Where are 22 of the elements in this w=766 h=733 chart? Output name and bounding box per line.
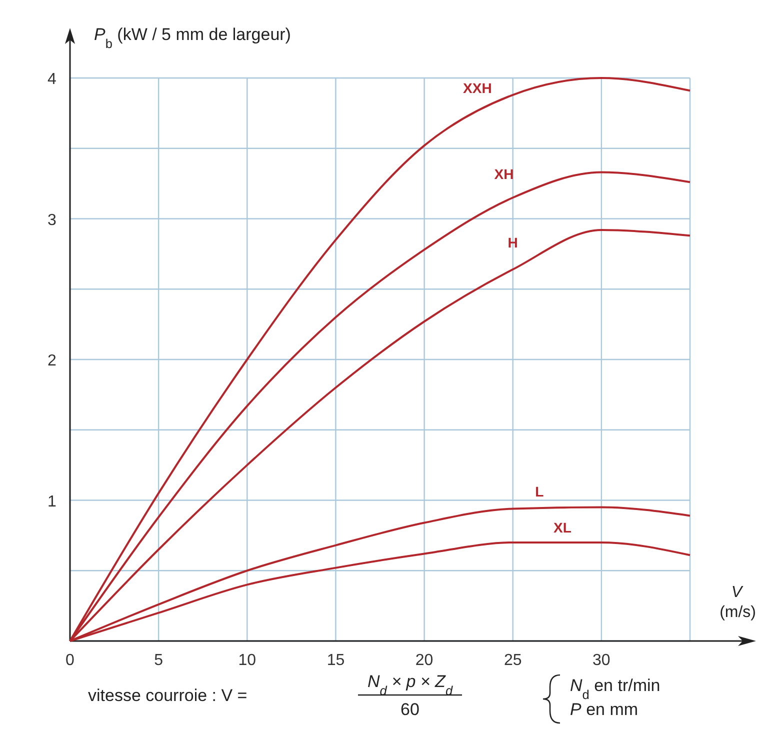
y-tick-label: 2 (48, 352, 57, 370)
x-tick-label: 15 (326, 652, 345, 669)
y-tick-label: 4 (48, 71, 57, 88)
x-tick-label: 25 (504, 652, 522, 669)
series-label: XXH (463, 80, 492, 96)
text: P en mm (570, 700, 638, 719)
x-tick-label: 5 (154, 652, 164, 669)
y-tick-label: 1 (48, 493, 57, 510)
text: N$_{d}$ en tr/min (570, 676, 660, 702)
y-axis-title: P$_{b}$ (kW / 5 mm de largeur) (94, 25, 291, 50)
y-tick-label: 3 (48, 212, 57, 229)
series-label: H (508, 234, 518, 250)
x-axis-title: V (m/s) (720, 584, 756, 621)
series-label: XL (554, 519, 572, 536)
x-tick-label: 10 (238, 652, 256, 669)
text: 60 (400, 700, 420, 719)
x-tick-label: 0 (66, 652, 75, 669)
series-label: L (535, 483, 544, 500)
x-tick-label: 20 (415, 652, 434, 669)
x-tick-label: 30 (592, 652, 610, 669)
series-label: XH (494, 166, 514, 182)
text: vitesse courroie : V = (88, 686, 248, 705)
